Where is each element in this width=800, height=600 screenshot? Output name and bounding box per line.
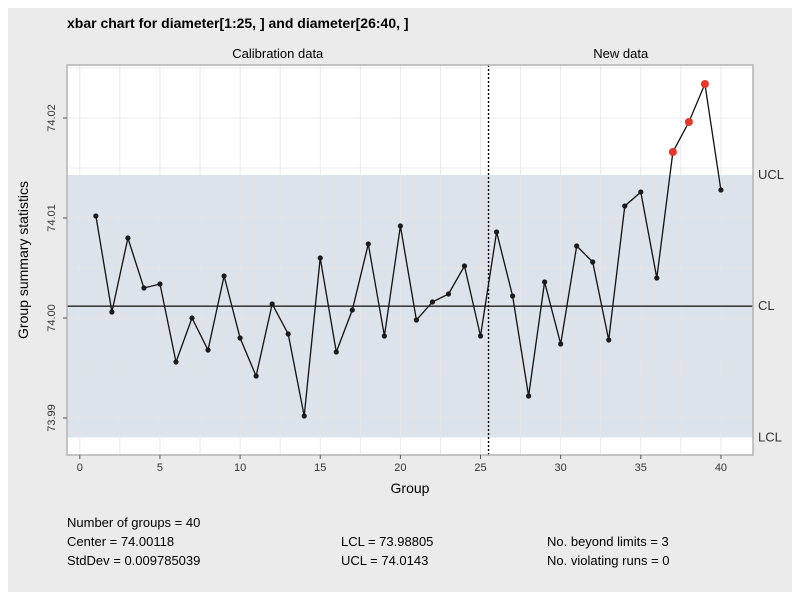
- series-line: [95, 81, 722, 417]
- stats-right: No. beyond limits = 3 No. violating runs…: [547, 532, 669, 570]
- data-point: [429, 299, 436, 305]
- stat-stddev: StdDev = 0.009785039: [67, 553, 201, 568]
- y-tick-label: 74.02: [46, 104, 58, 132]
- stat-beyond-limits: No. beyond limits = 3: [547, 534, 669, 549]
- data-point: [477, 333, 484, 339]
- stats-middle: LCL = 73.98805 UCL = 74.0143: [341, 532, 433, 570]
- data-point: [333, 349, 339, 355]
- x-tick-label: 5: [157, 462, 163, 474]
- data-point: [317, 255, 323, 261]
- x-tick-label: 20: [394, 462, 406, 474]
- ucl-label: UCL: [758, 167, 784, 182]
- x-tick-label: 30: [555, 462, 567, 474]
- data-point: [237, 335, 243, 341]
- chart-title: xbar chart for diameter[1:25, ] and diam…: [67, 15, 409, 31]
- x-tick-label: 15: [314, 462, 326, 474]
- xbar-chart: xbar chart for diameter[1:25, ] and diam…: [15, 15, 784, 496]
- data-point: [109, 309, 115, 315]
- x-tick-label: 0: [77, 462, 83, 474]
- data-point: [654, 275, 660, 281]
- data-point: [349, 307, 355, 313]
- data-point: [93, 213, 99, 219]
- violation-point: [684, 118, 693, 126]
- stat-n-groups: Number of groups = 40: [67, 515, 201, 530]
- data-point: [606, 337, 612, 343]
- stats-left: Number of groups = 40 Center = 74.00118 …: [67, 513, 200, 570]
- data-point: [189, 315, 195, 321]
- data-point: [574, 243, 580, 249]
- violation-point: [700, 80, 709, 88]
- data-point: [205, 347, 211, 353]
- stat-lcl: LCL = 73.98805: [341, 534, 434, 549]
- data-point: [173, 359, 179, 365]
- data-point: [269, 301, 275, 307]
- data-point: [638, 189, 644, 195]
- section-label-calibration: Calibration data: [232, 46, 324, 61]
- data-point: [381, 333, 387, 339]
- data-point: [622, 203, 628, 209]
- y-tick-label: 73.99: [46, 404, 58, 432]
- y-axis-title: Group summary statistics: [15, 181, 31, 339]
- data-point: [365, 241, 371, 247]
- plot-border: [66, 64, 754, 456]
- violation-point: [668, 148, 677, 156]
- plot-area: Calibration data New data 0 5 10 15 20 25 30 35 40…: [15, 46, 784, 496]
- x-tick-label: 25: [474, 462, 486, 474]
- stat-ucl: UCL = 74.0143: [341, 553, 429, 568]
- data-point: [542, 279, 548, 285]
- x-axis-title: Group: [391, 480, 430, 496]
- x-tick-label: 10: [234, 462, 246, 474]
- y-tick-label: 74.01: [46, 204, 58, 232]
- data-point: [590, 259, 596, 265]
- data-point: [253, 373, 259, 379]
- stat-center: Center = 74.00118: [67, 534, 175, 549]
- data-point: [141, 285, 147, 291]
- data-point: [301, 413, 307, 419]
- stat-violating-runs: No. violating runs = 0: [547, 553, 670, 568]
- data-point: [157, 281, 163, 287]
- cl-label: CL: [758, 298, 775, 313]
- y-tick-label: 74.00: [46, 304, 58, 332]
- data-point: [526, 393, 532, 399]
- chart-frame: xbar chart for diameter[1:25, ] and diam…: [8, 8, 792, 592]
- data-point: [413, 317, 420, 323]
- section-label-new: New data: [593, 46, 649, 61]
- data-point: [397, 223, 403, 229]
- x-tick-label: 35: [635, 462, 647, 474]
- data-point: [461, 263, 468, 269]
- data-point: [509, 293, 516, 299]
- data-point: [718, 187, 724, 193]
- data-point: [285, 331, 291, 337]
- data-point: [445, 291, 452, 297]
- lcl-label: LCL: [758, 430, 782, 445]
- data-point: [125, 235, 131, 241]
- data-point: [493, 229, 500, 235]
- data-point: [558, 341, 564, 347]
- x-tick-label: 40: [715, 462, 727, 474]
- data-point: [221, 273, 227, 279]
